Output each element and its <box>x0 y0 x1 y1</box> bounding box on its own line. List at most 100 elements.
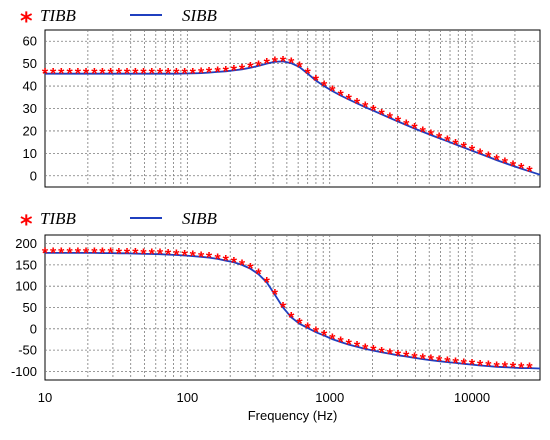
tibb-point: * <box>165 66 172 83</box>
tibb-point: * <box>149 246 156 263</box>
tibb-point: * <box>321 328 328 345</box>
tibb-point: * <box>42 66 49 83</box>
tibb-point: * <box>214 64 221 81</box>
legend-label-tibb: TIBB <box>40 209 77 228</box>
y-tick-label: 200 <box>15 236 37 251</box>
tibb-point: * <box>403 118 410 135</box>
tibb-point: * <box>58 245 65 262</box>
tibb-point: * <box>428 127 435 144</box>
tibb-point: * <box>313 325 320 342</box>
tibb-point: * <box>223 64 230 81</box>
series-line-sibb <box>45 60 541 176</box>
x-tick-label: 10000 <box>454 390 490 405</box>
tibb-point: * <box>206 65 213 82</box>
legend: * TIBB SIBB <box>20 6 218 35</box>
tibb-point: * <box>75 245 82 262</box>
y-tick-label: 60 <box>23 34 37 49</box>
tibb-point: * <box>264 56 271 73</box>
tibb-point: * <box>362 100 369 117</box>
tibb-point: * <box>173 66 180 83</box>
y-tick-label: 50 <box>23 56 37 71</box>
legend-label-tibb: TIBB <box>40 6 77 25</box>
y-tick-label: 150 <box>15 257 37 272</box>
y-tick-label: 100 <box>15 279 37 294</box>
tibb-point: * <box>239 62 246 79</box>
tibb-point: * <box>223 253 230 270</box>
tibb-point: * <box>313 73 320 90</box>
legend-label-sibb: SIBB <box>182 6 218 25</box>
y-tick-label: -50 <box>18 343 37 358</box>
tibb-point: * <box>518 361 525 378</box>
tibb-point: * <box>124 66 131 83</box>
tibb-point: * <box>280 300 287 317</box>
legend-marker-tibb: * <box>20 210 33 238</box>
tibb-point: * <box>140 246 147 263</box>
tibb-point: * <box>91 245 98 262</box>
y-tick-label: 0 <box>30 168 37 183</box>
tibb-point: * <box>493 359 500 376</box>
tibb-point: * <box>346 337 353 354</box>
tibb-point: * <box>280 54 287 71</box>
x-axis-label: Frequency (Hz) <box>248 408 338 423</box>
tibb-point: * <box>99 246 106 263</box>
tibb-point: * <box>395 348 402 365</box>
tibb-point: * <box>190 66 197 83</box>
tibb-point: * <box>329 84 336 101</box>
tibb-point: * <box>107 66 114 83</box>
y-tick-label: 50 <box>23 300 37 315</box>
tibb-point: * <box>395 114 402 131</box>
y-tick-label: 30 <box>23 101 37 116</box>
tibb-point: * <box>50 245 57 262</box>
tibb-point: * <box>83 245 90 262</box>
tibb-point: * <box>502 156 509 173</box>
tibb-point: * <box>337 335 344 352</box>
x-tick-label: 100 <box>177 390 199 405</box>
tibb-point: * <box>403 349 410 366</box>
tibb-point: * <box>181 248 188 265</box>
tibb-point: * <box>50 66 57 83</box>
tibb-point: * <box>165 247 172 264</box>
tibb-point: * <box>354 96 361 113</box>
series-line-sibb <box>45 252 541 370</box>
tibb-point: * <box>149 66 156 83</box>
tibb-point: * <box>370 343 377 360</box>
series-markers-tibb: ****************************************… <box>42 245 533 377</box>
tibb-point: * <box>75 66 82 83</box>
tibb-point: * <box>231 255 238 272</box>
tibb-point: * <box>83 66 90 83</box>
y-tick-label: 20 <box>23 123 37 138</box>
tibb-point: * <box>140 66 147 83</box>
series-markers-tibb: ****************************************… <box>42 54 533 181</box>
tibb-point: * <box>116 246 123 263</box>
tibb-point: * <box>173 248 180 265</box>
tibb-point: * <box>58 66 65 83</box>
tibb-point: * <box>370 103 377 120</box>
tibb-point: * <box>387 110 394 127</box>
tibb-point: * <box>452 355 459 372</box>
y-tick-label: -100 <box>11 364 37 379</box>
tibb-point: * <box>107 246 114 263</box>
tibb-point: * <box>452 137 459 154</box>
tibb-point: * <box>132 66 139 83</box>
tibb-point: * <box>247 60 254 77</box>
tibb-point: * <box>510 360 517 377</box>
tibb-point: * <box>272 54 279 71</box>
tibb-point: * <box>436 354 443 371</box>
tibb-point: * <box>420 124 427 141</box>
tibb-point: * <box>206 250 213 267</box>
tibb-point: * <box>288 310 295 327</box>
tibb-point: * <box>510 158 517 175</box>
tibb-point: * <box>526 361 533 378</box>
tibb-point: * <box>477 146 484 163</box>
tibb-point: * <box>132 246 139 263</box>
tibb-point: * <box>264 275 271 292</box>
tibb-point: * <box>420 352 427 369</box>
tibb-point: * <box>239 257 246 274</box>
tibb-point: * <box>116 66 123 83</box>
tibb-point: * <box>247 261 254 278</box>
tibb-point: * <box>461 356 468 373</box>
tibb-point: * <box>272 287 279 304</box>
tibb-point: * <box>296 60 303 77</box>
tibb-point: * <box>157 247 164 264</box>
